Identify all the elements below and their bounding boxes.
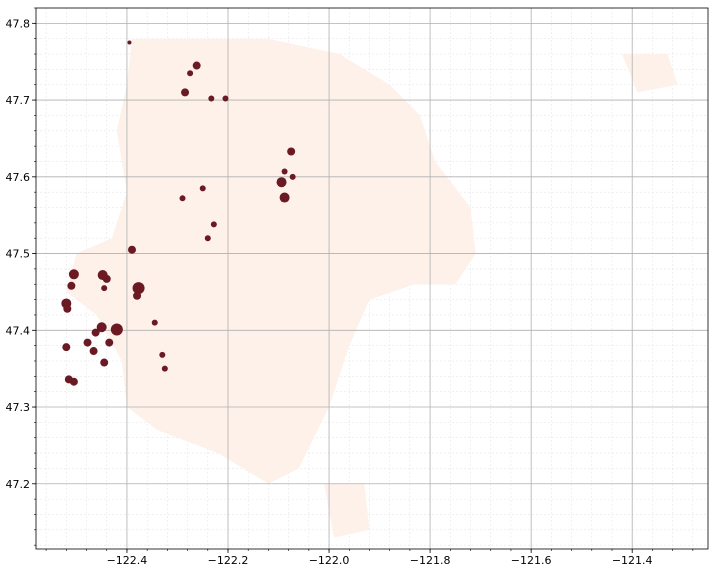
y-tick-label: 47.5 bbox=[6, 248, 31, 261]
data-point bbox=[187, 70, 194, 77]
data-point bbox=[91, 328, 100, 337]
data-point bbox=[222, 95, 229, 102]
data-point bbox=[62, 343, 71, 352]
x-axis: −122.4 −122.2 −122.0 −121.8 −121.6 −121.4 bbox=[45, 549, 694, 567]
data-point bbox=[128, 245, 136, 254]
data-point bbox=[68, 269, 79, 280]
x-tick-label: −122.4 bbox=[107, 554, 148, 567]
y-tick-label: 47.8 bbox=[6, 17, 31, 30]
data-point bbox=[96, 322, 107, 333]
data-point bbox=[181, 88, 190, 97]
data-point bbox=[69, 377, 78, 386]
data-point bbox=[279, 192, 290, 203]
x-tick-label: −122.2 bbox=[208, 554, 249, 567]
background-regions bbox=[66, 38, 678, 538]
data-point bbox=[110, 323, 123, 336]
data-point bbox=[289, 173, 296, 180]
data-point bbox=[105, 338, 114, 347]
background-region bbox=[622, 54, 678, 93]
x-tick-label: −121.4 bbox=[612, 554, 653, 567]
data-point bbox=[208, 95, 215, 102]
background-region bbox=[66, 38, 476, 484]
data-point bbox=[101, 285, 108, 292]
data-point bbox=[151, 319, 158, 326]
data-points bbox=[61, 40, 296, 386]
data-point bbox=[127, 40, 132, 45]
data-point bbox=[102, 274, 111, 283]
data-point bbox=[159, 351, 166, 358]
data-point bbox=[133, 291, 142, 300]
data-point bbox=[276, 177, 287, 188]
plot-frame bbox=[35, 7, 709, 550]
y-tick-label: 47.7 bbox=[6, 94, 31, 107]
y-tick-label: 47.4 bbox=[6, 324, 31, 337]
data-point bbox=[210, 221, 217, 228]
x-tick-label: −122.0 bbox=[309, 554, 350, 567]
x-tick-label: −121.6 bbox=[511, 554, 552, 567]
y-axis: 47.2 47.3 47.4 47.5 47.6 47.7 47.8 bbox=[6, 7, 36, 546]
data-point bbox=[192, 61, 201, 70]
data-point bbox=[89, 347, 98, 356]
x-tick-label: −121.8 bbox=[410, 554, 451, 567]
data-point bbox=[179, 195, 186, 202]
data-point bbox=[199, 185, 206, 192]
data-point bbox=[281, 168, 288, 175]
data-point bbox=[83, 338, 92, 347]
y-tick-label: 47.6 bbox=[6, 171, 31, 184]
data-point bbox=[161, 365, 168, 372]
data-point bbox=[287, 147, 296, 156]
data-point bbox=[100, 358, 109, 367]
background-region bbox=[324, 483, 370, 538]
y-tick-label: 47.3 bbox=[6, 401, 31, 414]
data-point bbox=[204, 235, 211, 242]
data-point bbox=[63, 304, 72, 313]
data-point bbox=[67, 281, 76, 290]
y-tick-label: 47.2 bbox=[6, 478, 31, 491]
data-point bbox=[132, 282, 145, 295]
